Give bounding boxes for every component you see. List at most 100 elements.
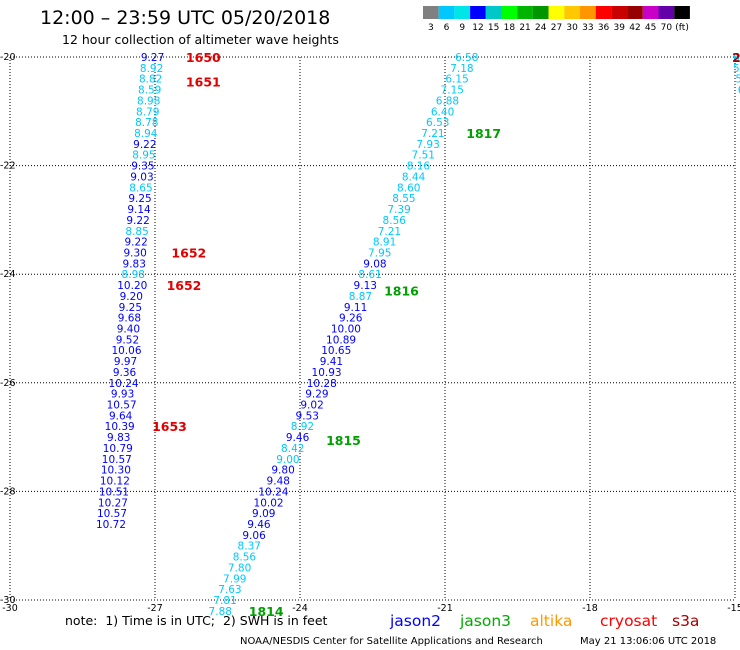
wave-height-value: 10.89 bbox=[326, 334, 356, 346]
grid-lines bbox=[9, 56, 736, 601]
y-tick-label: -22 bbox=[0, 161, 16, 172]
color-scale-swatch bbox=[470, 6, 486, 19]
wave-height-value: 6.75 bbox=[738, 85, 740, 97]
y-tick-label: -30 bbox=[0, 595, 16, 606]
wave-height-value: 9.35 bbox=[131, 161, 154, 173]
color-scale-label: (ft) bbox=[675, 23, 689, 33]
wave-height-value: 6.58 bbox=[455, 52, 478, 64]
wave-height-value: 8.42 bbox=[281, 443, 304, 455]
wave-height-value: 8.94 bbox=[134, 128, 158, 140]
wave-height-value: 7.18 bbox=[450, 63, 473, 75]
wave-height-value: 8.61 bbox=[358, 269, 381, 281]
color-scale-label: 3 bbox=[428, 23, 434, 33]
wave-height-value: 8.65 bbox=[129, 182, 152, 194]
wave-height-value: 9.00 bbox=[276, 454, 299, 466]
wave-height-value: 8.56 bbox=[233, 552, 257, 564]
pass-time-label: 1652 bbox=[167, 278, 202, 293]
wave-height-value: 9.06 bbox=[242, 530, 266, 542]
satellite-legend: jason2 jason3 altika cryosat s3a bbox=[389, 612, 699, 630]
x-tick-label: -21 bbox=[437, 603, 453, 614]
generation-timestamp: May 21 13:06:06 UTC 2018 bbox=[580, 636, 716, 647]
wave-height-value: 9.25 bbox=[119, 302, 142, 314]
color-scale-swatch bbox=[564, 6, 580, 19]
color-scale-swatch bbox=[674, 6, 690, 19]
wave-height-value: 9.52 bbox=[116, 334, 139, 346]
pass-time-label: 1817 bbox=[466, 126, 501, 141]
color-scale-label: 36 bbox=[598, 23, 610, 33]
wave-height-value: 10.72 bbox=[96, 519, 126, 531]
wave-height-value: 10.57 bbox=[107, 400, 137, 412]
pass-time-label: 1816 bbox=[384, 283, 419, 298]
footnote: note: 1) Time is in UTC; 2) SWH is in fe… bbox=[65, 613, 328, 628]
color-scale-swatch bbox=[501, 6, 518, 19]
wave-height-value: 9.09 bbox=[252, 508, 275, 520]
color-scale-swatch bbox=[642, 6, 659, 19]
wave-height-value: 7.95 bbox=[368, 247, 391, 259]
wave-height-value: 8.82 bbox=[139, 74, 162, 86]
color-scale-label: 30 bbox=[566, 23, 578, 33]
wave-height-value: 8.56 bbox=[383, 215, 407, 227]
wave-height-value: 9.22 bbox=[126, 215, 149, 227]
wave-height-value: 8.78 bbox=[135, 117, 158, 129]
wave-height-value: 6.88 bbox=[436, 95, 459, 107]
pass-time-label: 1814 bbox=[249, 604, 284, 619]
wave-height-value: 6.15 bbox=[445, 74, 468, 86]
wave-height-value: 9.53 bbox=[296, 410, 319, 422]
wave-height-value: 10.39 bbox=[105, 421, 135, 433]
wave-height-value: 9.20 bbox=[120, 291, 143, 303]
color-scale-label: 12 bbox=[472, 23, 483, 33]
wave-height-value: 8.16 bbox=[407, 161, 431, 173]
wave-height-value: 7.81 bbox=[213, 595, 236, 607]
color-scale-label: 33 bbox=[582, 23, 593, 33]
wave-height-value: 10.51 bbox=[99, 486, 129, 498]
wave-height-value: 7.51 bbox=[412, 150, 435, 162]
color-scale-label: 9 bbox=[459, 23, 465, 33]
wave-height-value: 7.21 bbox=[378, 226, 401, 238]
wave-height-value: 8.85 bbox=[125, 226, 148, 238]
wave-height-value: 7.80 bbox=[228, 562, 251, 574]
wave-height-value: 9.11 bbox=[344, 302, 367, 314]
wave-height-value: 9.30 bbox=[123, 247, 146, 259]
x-tick-label: -18 bbox=[582, 603, 598, 614]
wave-height-value: 9.27 bbox=[141, 52, 164, 64]
wave-height-value: 9.48 bbox=[267, 476, 290, 488]
wave-height-value: 8.59 bbox=[138, 85, 161, 97]
wave-height-value: 9.41 bbox=[320, 356, 343, 368]
wave-height-value: 9.46 bbox=[286, 432, 310, 444]
wave-height-value: 10.57 bbox=[97, 508, 127, 520]
y-tick-label: -26 bbox=[0, 378, 16, 389]
color-scale-label: 42 bbox=[629, 23, 640, 33]
color-scale-label: 45 bbox=[645, 23, 656, 33]
wave-height-value: 10.27 bbox=[98, 497, 128, 509]
color-scale-swatch bbox=[485, 6, 502, 19]
y-tick-label: -24 bbox=[0, 269, 16, 280]
wave-height-value: 9.64 bbox=[109, 410, 133, 422]
data-points: 9.278.928.828.598.988.798.788.949.228.95… bbox=[96, 52, 740, 618]
satellite-name-jason3: jason3 bbox=[459, 612, 511, 630]
wave-height-value: 9.83 bbox=[107, 432, 130, 444]
wave-height-value: 8.79 bbox=[136, 106, 159, 118]
wave-height-value: 8.98 bbox=[122, 269, 145, 281]
wave-height-value: 9.14 bbox=[127, 204, 151, 216]
color-scale-label: 6 bbox=[444, 23, 450, 33]
wave-height-value: 8.95 bbox=[132, 150, 155, 162]
wave-height-value: 9.25 bbox=[128, 193, 151, 205]
color-scale-label: 27 bbox=[551, 23, 562, 33]
wave-height-value: 6.53 bbox=[426, 117, 449, 129]
x-tick-label: -27 bbox=[147, 603, 163, 614]
wave-height-value: 9.26 bbox=[339, 313, 363, 325]
wave-height-value: 9.97 bbox=[114, 356, 137, 368]
wave-height-value: 7.21 bbox=[421, 128, 444, 140]
wave-height-value: 9.03 bbox=[130, 171, 153, 183]
x-tick-label: -24 bbox=[292, 603, 308, 614]
wave-height-value: 5.75 bbox=[733, 63, 740, 75]
wave-height-value: 10.24 bbox=[109, 378, 139, 390]
y-tick-label: -28 bbox=[0, 486, 16, 497]
satellite-name-altika: altika bbox=[530, 612, 572, 630]
wave-height-value: 10.02 bbox=[254, 497, 284, 509]
pass-time-label: 2317 bbox=[732, 50, 740, 65]
wave-height-value: 9.40 bbox=[117, 324, 140, 336]
wave-height-value: 7.88 bbox=[209, 606, 232, 618]
x-tick-label: -15 bbox=[727, 603, 740, 614]
wave-height-value: 9.36 bbox=[113, 367, 137, 379]
